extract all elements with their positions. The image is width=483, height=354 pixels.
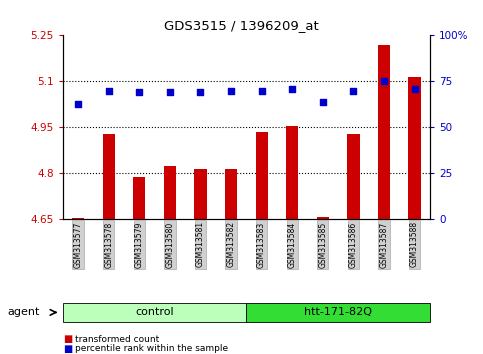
Bar xyxy=(378,45,390,219)
Point xyxy=(288,86,296,92)
Point xyxy=(227,88,235,93)
Text: transformed count: transformed count xyxy=(75,335,159,344)
Point xyxy=(166,90,174,95)
Text: agent: agent xyxy=(7,307,40,318)
Text: ■: ■ xyxy=(63,334,72,344)
Bar xyxy=(164,166,176,219)
Point xyxy=(74,101,82,106)
Bar xyxy=(347,133,359,219)
Text: GSM313577: GSM313577 xyxy=(73,221,83,268)
Text: GSM313587: GSM313587 xyxy=(380,221,388,268)
Point xyxy=(380,79,388,84)
Text: GSM313582: GSM313582 xyxy=(227,221,236,267)
Text: GSM313588: GSM313588 xyxy=(410,221,419,267)
Text: percentile rank within the sample: percentile rank within the sample xyxy=(75,344,228,353)
Text: GDS3515 / 1396209_at: GDS3515 / 1396209_at xyxy=(164,19,319,33)
Point xyxy=(105,88,113,93)
Text: htt-171-82Q: htt-171-82Q xyxy=(304,307,372,318)
Text: GSM313581: GSM313581 xyxy=(196,221,205,267)
Bar xyxy=(194,169,207,219)
Point xyxy=(135,90,143,95)
Bar xyxy=(286,126,298,219)
Text: GSM313583: GSM313583 xyxy=(257,221,266,268)
Point xyxy=(197,90,204,95)
Point xyxy=(411,86,418,92)
Bar xyxy=(102,133,115,219)
Bar xyxy=(225,169,237,219)
Text: control: control xyxy=(135,307,174,318)
Bar xyxy=(256,132,268,219)
Text: GSM313584: GSM313584 xyxy=(288,221,297,268)
Point xyxy=(319,99,327,104)
Bar xyxy=(409,77,421,219)
Point xyxy=(350,88,357,93)
Text: GSM313586: GSM313586 xyxy=(349,221,358,268)
Text: GSM313579: GSM313579 xyxy=(135,221,144,268)
Bar xyxy=(72,218,84,219)
Text: GSM313580: GSM313580 xyxy=(165,221,174,268)
Text: ■: ■ xyxy=(63,344,72,354)
Text: GSM313585: GSM313585 xyxy=(318,221,327,268)
Bar xyxy=(317,217,329,219)
Text: GSM313578: GSM313578 xyxy=(104,221,113,268)
Point xyxy=(258,88,266,93)
Bar xyxy=(133,177,145,219)
